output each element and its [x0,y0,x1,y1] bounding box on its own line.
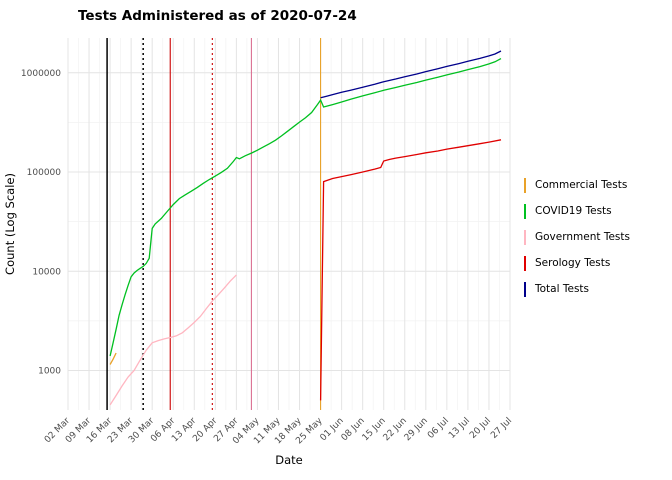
series-line [320,50,502,99]
legend-item-label: Total Tests [535,283,590,295]
gridlines-minor [68,38,510,410]
x-axis-title: Date [275,453,303,467]
legend-item: Total Tests [524,282,630,297]
legend-key-line [524,178,526,193]
svg-text:10000: 10000 [32,267,61,277]
series-line [109,58,502,357]
svg-text:27 Jul: 27 Jul [489,416,514,441]
svg-text:13 Jul: 13 Jul [447,416,472,441]
chart-title: Tests Administered as of 2020-07-24 [78,8,357,24]
series-line [319,139,502,401]
svg-text:100000: 100000 [27,168,62,178]
legend-key-line [524,256,526,271]
y-axis-ticks: 1000 10000 100000 1000000 [21,69,61,377]
svg-text:20 Jul: 20 Jul [468,416,493,441]
legend-key-line [524,204,526,219]
svg-text:29 Jun: 29 Jun [403,416,430,443]
legend-item: COVID19 Tests [524,204,630,219]
legend-item: Serology Tests [524,256,630,271]
legend-item-label: Commercial Tests [535,179,628,191]
reference-vlines [106,38,322,410]
legend-key-line [524,282,526,297]
legend-item-label: Serology Tests [535,257,611,269]
legend-item-label: COVID19 Tests [535,205,612,217]
y-axis-title: Count (Log Scale) [3,173,17,275]
svg-text:1000: 1000 [38,367,61,377]
legend: Commercial Tests COVID19 Tests Government … [524,178,630,297]
svg-text:06 Jul: 06 Jul [426,416,451,441]
gridlines-major [67,38,511,410]
legend-key-line [524,230,526,245]
legend-item: Government Tests [524,230,630,245]
svg-text:1000000: 1000000 [21,69,61,79]
series-line [109,274,237,406]
series-line [109,352,117,365]
legend-item: Commercial Tests [524,178,630,193]
legend-item-label: Government Tests [535,231,630,243]
